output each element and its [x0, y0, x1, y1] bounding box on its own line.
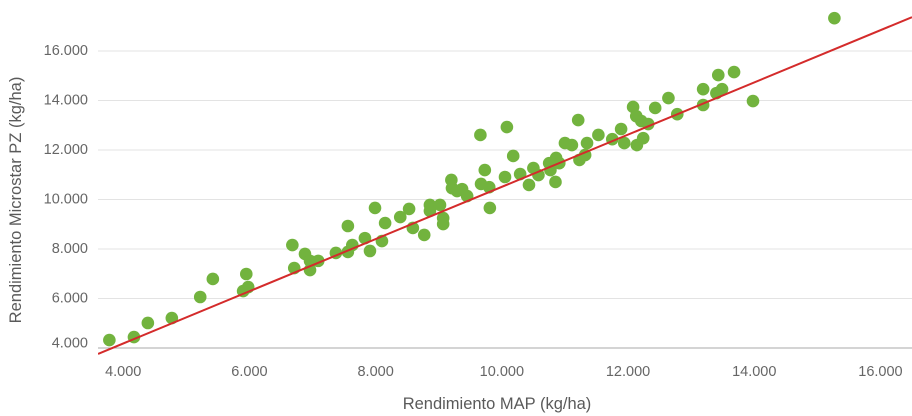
data-point — [715, 82, 729, 96]
y-axis-title: Rendimiento Microstar PZ (kg/ha) — [7, 77, 25, 324]
data-point — [614, 122, 628, 136]
data-point — [532, 168, 545, 182]
data-point — [522, 178, 536, 192]
data-point — [433, 198, 447, 212]
x-tick-label: 14.000 — [732, 364, 776, 380]
x-tick-label: 12.000 — [606, 364, 650, 380]
y-axis-tick-labels: 4.000 6.000 8.000 10.000 12.000 14.000 16.000 — [44, 43, 88, 351]
data-point — [417, 228, 431, 242]
x-tick-label: 6.000 — [231, 364, 267, 380]
x-tick-label: 10.000 — [480, 364, 524, 380]
x-tick-label: 4.000 — [105, 364, 141, 380]
data-point — [500, 120, 514, 134]
data-point — [711, 68, 725, 82]
data-point — [423, 204, 437, 218]
data-point — [617, 136, 631, 150]
data-point — [662, 91, 675, 105]
y-tick-label: 14.000 — [44, 93, 88, 109]
data-point — [141, 316, 155, 330]
data-point — [549, 175, 562, 189]
data-points — [103, 11, 841, 347]
y-tick-label: 6.000 — [52, 290, 88, 306]
data-point — [206, 272, 220, 286]
data-point — [341, 219, 355, 233]
trend-line — [98, 16, 912, 355]
data-point — [483, 201, 497, 215]
data-point — [239, 267, 253, 281]
data-point — [636, 131, 650, 145]
data-point — [393, 210, 407, 224]
data-point — [474, 128, 487, 142]
data-point — [478, 163, 492, 177]
data-point — [286, 238, 299, 252]
data-point — [193, 290, 207, 304]
data-point — [402, 202, 416, 216]
trend-line-layer — [98, 16, 912, 355]
data-point — [580, 136, 594, 150]
x-tick-label: 8.000 — [357, 364, 393, 380]
data-point — [436, 211, 450, 225]
y-tick-label: 4.000 — [52, 335, 88, 351]
data-point — [696, 82, 710, 96]
data-point — [828, 11, 841, 25]
y-tick-label: 12.000 — [44, 142, 88, 158]
data-point — [648, 101, 662, 115]
data-point — [368, 201, 382, 215]
x-axis-title: Rendimiento MAP (kg/ha) — [403, 395, 592, 413]
y-tick-label: 16.000 — [44, 43, 88, 59]
data-point — [506, 149, 520, 163]
data-point — [592, 128, 605, 142]
data-point — [565, 138, 579, 152]
y-tick-label: 10.000 — [44, 192, 88, 208]
data-point — [571, 113, 585, 127]
data-point — [746, 94, 760, 108]
data-point — [363, 244, 377, 258]
x-axis-tick-labels: 4.000 6.000 8.000 10.000 12.000 14.000 16.000 — [105, 364, 903, 380]
x-tick-label: 16.000 — [858, 364, 902, 380]
data-point — [727, 65, 741, 79]
y-tick-label: 8.000 — [52, 241, 88, 257]
data-point — [103, 333, 116, 347]
data-point — [498, 170, 512, 184]
data-point — [378, 216, 392, 230]
